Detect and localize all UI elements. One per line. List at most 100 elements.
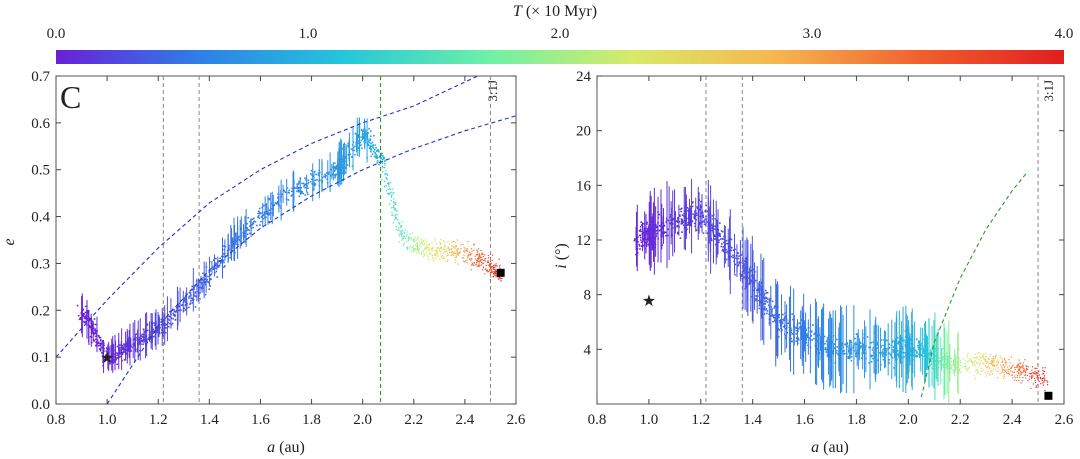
scatter-point: [1023, 368, 1025, 370]
scatter-point: [701, 212, 704, 214]
scatter-point: [966, 354, 968, 356]
scatter-point: [458, 252, 460, 254]
scatter-point: [694, 225, 697, 228]
scatter-point: [977, 371, 979, 373]
scatter-point: [846, 342, 848, 344]
scatter-point: [451, 254, 453, 256]
scatter-point: [134, 350, 137, 353]
scatter-point: [333, 170, 336, 173]
scatter-point: [99, 344, 101, 347]
scatter-point: [253, 217, 255, 220]
scatter-point: [1030, 373, 1032, 375]
scatter-point: [300, 192, 303, 195]
scatter-point: [174, 318, 177, 321]
plot-frame-left: [55, 75, 517, 405]
scatter-point: [1019, 367, 1022, 369]
scatter-point: [100, 339, 102, 341]
scatter-point: [725, 239, 728, 242]
scatter-point: [455, 242, 457, 244]
scatter-point: [493, 271, 495, 273]
scatter-point: [997, 367, 999, 369]
scatter-point: [487, 257, 490, 259]
scatter-point: [104, 358, 106, 361]
scatter-point: [491, 254, 494, 256]
scatter-point: [191, 285, 193, 288]
scatter-point: [464, 250, 466, 252]
scatter-point: [385, 177, 387, 180]
scatter-point: [500, 280, 502, 282]
scatter-point: [228, 247, 230, 249]
scatter-point: [423, 244, 426, 246]
scatter-point: [421, 240, 423, 242]
scatter-point: [401, 239, 403, 241]
scatter-point: [97, 344, 100, 347]
scatter-point: [1037, 379, 1039, 381]
scatter-point: [798, 328, 800, 330]
scatter-point: [375, 150, 378, 152]
x-tick-label: 0.8: [47, 412, 66, 428]
scatter-point: [260, 220, 262, 223]
scatter-point: [433, 260, 435, 262]
scatter-point: [941, 352, 944, 354]
scatter-point: [499, 266, 501, 268]
scatter-point: [1033, 373, 1035, 375]
scatter-point: [997, 359, 999, 361]
scatter-point: [638, 234, 641, 237]
scatter-point: [981, 367, 983, 369]
scatter-point: [492, 276, 494, 278]
scatter-point: [246, 233, 249, 236]
scatter-point: [965, 365, 967, 367]
scatter-point: [450, 252, 453, 254]
scatter-point: [362, 136, 365, 139]
scatter-point: [478, 253, 480, 255]
scatter-point: [402, 229, 404, 232]
scatter-point: [1037, 384, 1039, 386]
scatter-point: [888, 359, 891, 361]
scatter-point: [141, 340, 144, 343]
scatter-point: [142, 343, 144, 346]
y-tick-label: 20: [576, 124, 591, 140]
scatter-point: [268, 209, 271, 212]
scatter-point: [766, 310, 769, 312]
y-tick-label: 0.3: [31, 256, 50, 272]
scatter-point: [305, 178, 307, 181]
scatter-point: [1047, 381, 1049, 383]
scatter-point: [422, 240, 425, 242]
scatter-point: [310, 181, 312, 183]
scatter-point: [475, 254, 477, 256]
scatter-point: [888, 362, 890, 364]
scatter-point: [983, 359, 985, 361]
scatter-point: [1001, 371, 1003, 373]
scatter-point: [160, 324, 163, 326]
scatter-point: [363, 130, 365, 133]
scatter-point: [484, 273, 486, 275]
scatter-point: [367, 143, 370, 146]
y-tick-label: 16: [576, 178, 592, 194]
scatter-point: [473, 264, 475, 267]
scatter-point: [888, 352, 891, 355]
scatter-point: [1003, 357, 1006, 359]
scatter-point: [480, 257, 482, 259]
scatter-point: [430, 253, 432, 256]
scatter-point: [223, 252, 225, 255]
scatter-point: [425, 239, 427, 241]
scatter-point: [1018, 367, 1020, 369]
scatter-point: [263, 212, 266, 214]
scatter-point: [783, 325, 785, 328]
scatter-point: [486, 269, 488, 271]
scatter-point: [199, 281, 201, 284]
scatter-point: [99, 350, 102, 352]
scatter-point: [473, 244, 475, 246]
scatter-point: [738, 255, 740, 257]
scatter-point: [667, 228, 670, 230]
scatter-point: [755, 299, 757, 302]
scatter-point: [972, 357, 975, 359]
scatter-point: [781, 322, 784, 325]
scatter-point: [930, 349, 932, 351]
scatter-point: [95, 330, 97, 332]
scatter-point: [994, 356, 996, 358]
scatter-point: [468, 254, 470, 256]
scatter-point: [373, 155, 376, 158]
scatter-point: [987, 361, 989, 363]
scatter-point: [1031, 372, 1033, 374]
